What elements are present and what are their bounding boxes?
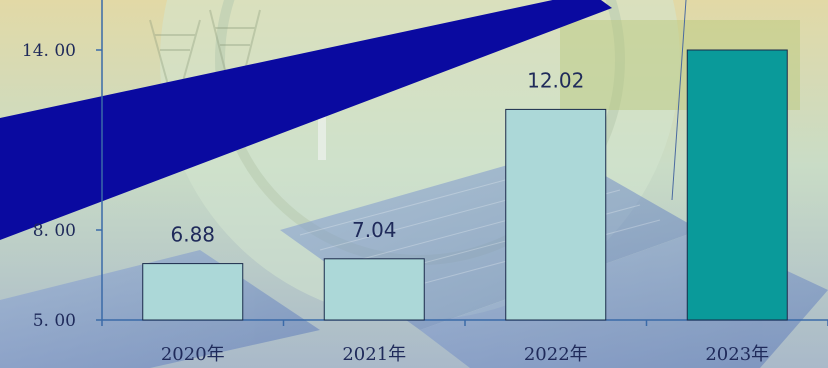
- data-label: 6.88: [170, 223, 215, 247]
- x-category-label: 2021年: [342, 344, 406, 365]
- bar-1: [142, 263, 244, 321]
- bar-3: [505, 108, 607, 321]
- y-tick-label: 5. 00: [33, 311, 76, 331]
- data-label: 7.04: [352, 218, 397, 242]
- bar-4: [686, 49, 788, 321]
- x-category-label: 2022年: [524, 344, 588, 365]
- data-label: 12.02: [527, 68, 584, 92]
- trend-arrow: [0, 0, 612, 240]
- x-category-label: 2020年: [161, 344, 225, 365]
- y-tick-label: 8. 00: [33, 221, 76, 241]
- bar-2: [323, 258, 425, 321]
- y-tick-label: 14. 00: [22, 41, 76, 61]
- arrow-callout-line: [671, 0, 687, 201]
- x-category-label: 2023年: [705, 344, 769, 365]
